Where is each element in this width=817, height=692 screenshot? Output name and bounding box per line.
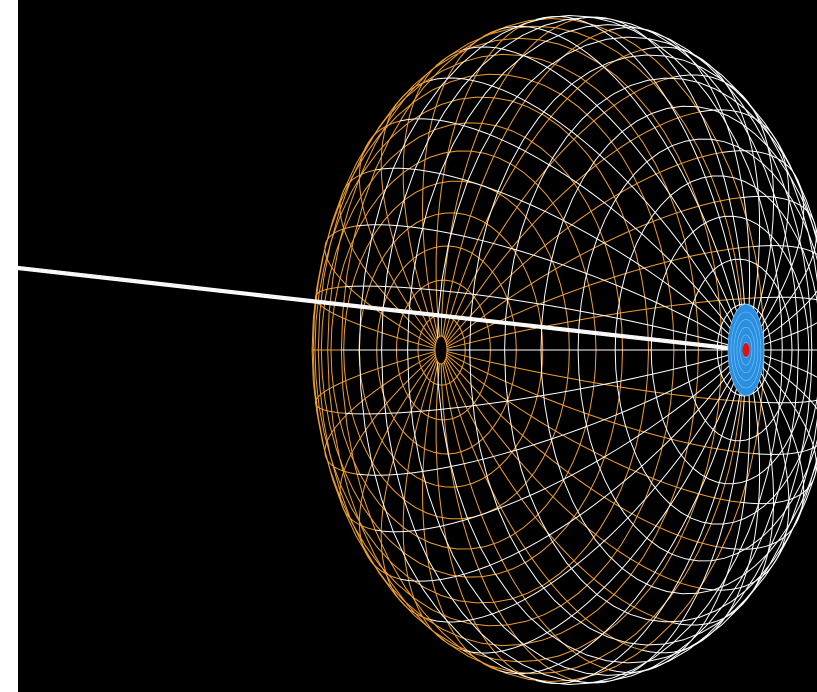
wire-line: [672, 349, 774, 626]
wire-line: [745, 349, 817, 455]
wire-line: [608, 27, 751, 351]
wire-line: [440, 246, 754, 351]
wire-line: [440, 349, 741, 503]
wire-line: [380, 80, 442, 351]
wire-line: [356, 349, 747, 476]
wire-line: [462, 46, 747, 351]
wire-line: [339, 349, 442, 531]
wire-line: [722, 150, 805, 351]
pole-disc-ring: [739, 334, 753, 366]
wire-line: [440, 349, 700, 589]
wireframe-sphere-scene: [18, 14, 817, 686]
pole-disc-ring: [727, 304, 765, 396]
wire-line: [399, 349, 747, 582]
wire-line: [435, 19, 537, 351]
wire-line: [440, 49, 643, 351]
wire-line: [358, 120, 442, 351]
wire-line: [498, 25, 747, 351]
wire-line: [380, 349, 442, 620]
axis-strand: [18, 269, 746, 353]
wire-line: [535, 15, 747, 351]
wire-line: [608, 349, 751, 673]
wire-line: [440, 19, 574, 351]
wire-line: [440, 297, 762, 351]
wire-line: [345, 349, 747, 415]
wire-line: [375, 167, 747, 351]
wire-line: [429, 349, 747, 623]
wire-line: [399, 118, 747, 351]
wire-line: [535, 349, 747, 685]
wire-line: [672, 74, 774, 351]
wire-line: [745, 296, 817, 351]
axis-strand: [18, 268, 746, 352]
wire-line: [740, 195, 817, 351]
wire-line: [429, 77, 747, 351]
pole-disc-ring: [736, 326, 756, 374]
pole-marker-icon: [742, 343, 750, 357]
wire-line: [440, 349, 762, 403]
wire-line: [421, 28, 500, 351]
axis-strand: [18, 267, 746, 351]
wire-line: [440, 349, 574, 681]
pole-disc-ring: [730, 311, 762, 389]
wire-line: [314, 349, 442, 414]
wire-line: [435, 349, 537, 681]
wire-line: [699, 109, 790, 351]
wire-line: [498, 349, 747, 675]
wire-line: [745, 245, 817, 351]
wire-line: [324, 225, 442, 351]
wire-line: [356, 224, 747, 351]
wire-line: [722, 349, 805, 550]
wire-line: [440, 111, 700, 351]
wire-line: [375, 349, 747, 533]
wire-line: [699, 349, 790, 591]
wire-line: [440, 349, 609, 671]
wire-line: [745, 349, 817, 404]
wire-line: [358, 349, 442, 580]
axis-strand: [18, 265, 746, 349]
wire-line: [440, 349, 643, 651]
wire-line: [421, 349, 500, 672]
wire-line: [440, 197, 741, 351]
wire-line: [440, 349, 674, 624]
wire-line: [572, 349, 747, 684]
front-hemisphere-wireframe: [341, 14, 817, 686]
wire-line: [440, 29, 609, 351]
wire-line: [440, 76, 674, 351]
axis-line: [18, 265, 746, 365]
wire-line: [402, 49, 464, 351]
wire-line: [572, 16, 747, 351]
axis-strand: [18, 266, 746, 350]
wire-line: [642, 349, 761, 654]
wire-line: [314, 286, 442, 351]
wire-line: [402, 349, 464, 651]
wire-line: [440, 349, 754, 454]
pole-disc-ring: [733, 319, 759, 381]
wire-line: [462, 349, 747, 654]
back-pole-hole: [434, 335, 448, 365]
wire-line: [324, 349, 442, 475]
pole-marker: [742, 343, 750, 357]
wire-line: [345, 285, 747, 351]
wire-line: [740, 349, 817, 505]
render-viewport[interactable]: [18, 0, 817, 692]
